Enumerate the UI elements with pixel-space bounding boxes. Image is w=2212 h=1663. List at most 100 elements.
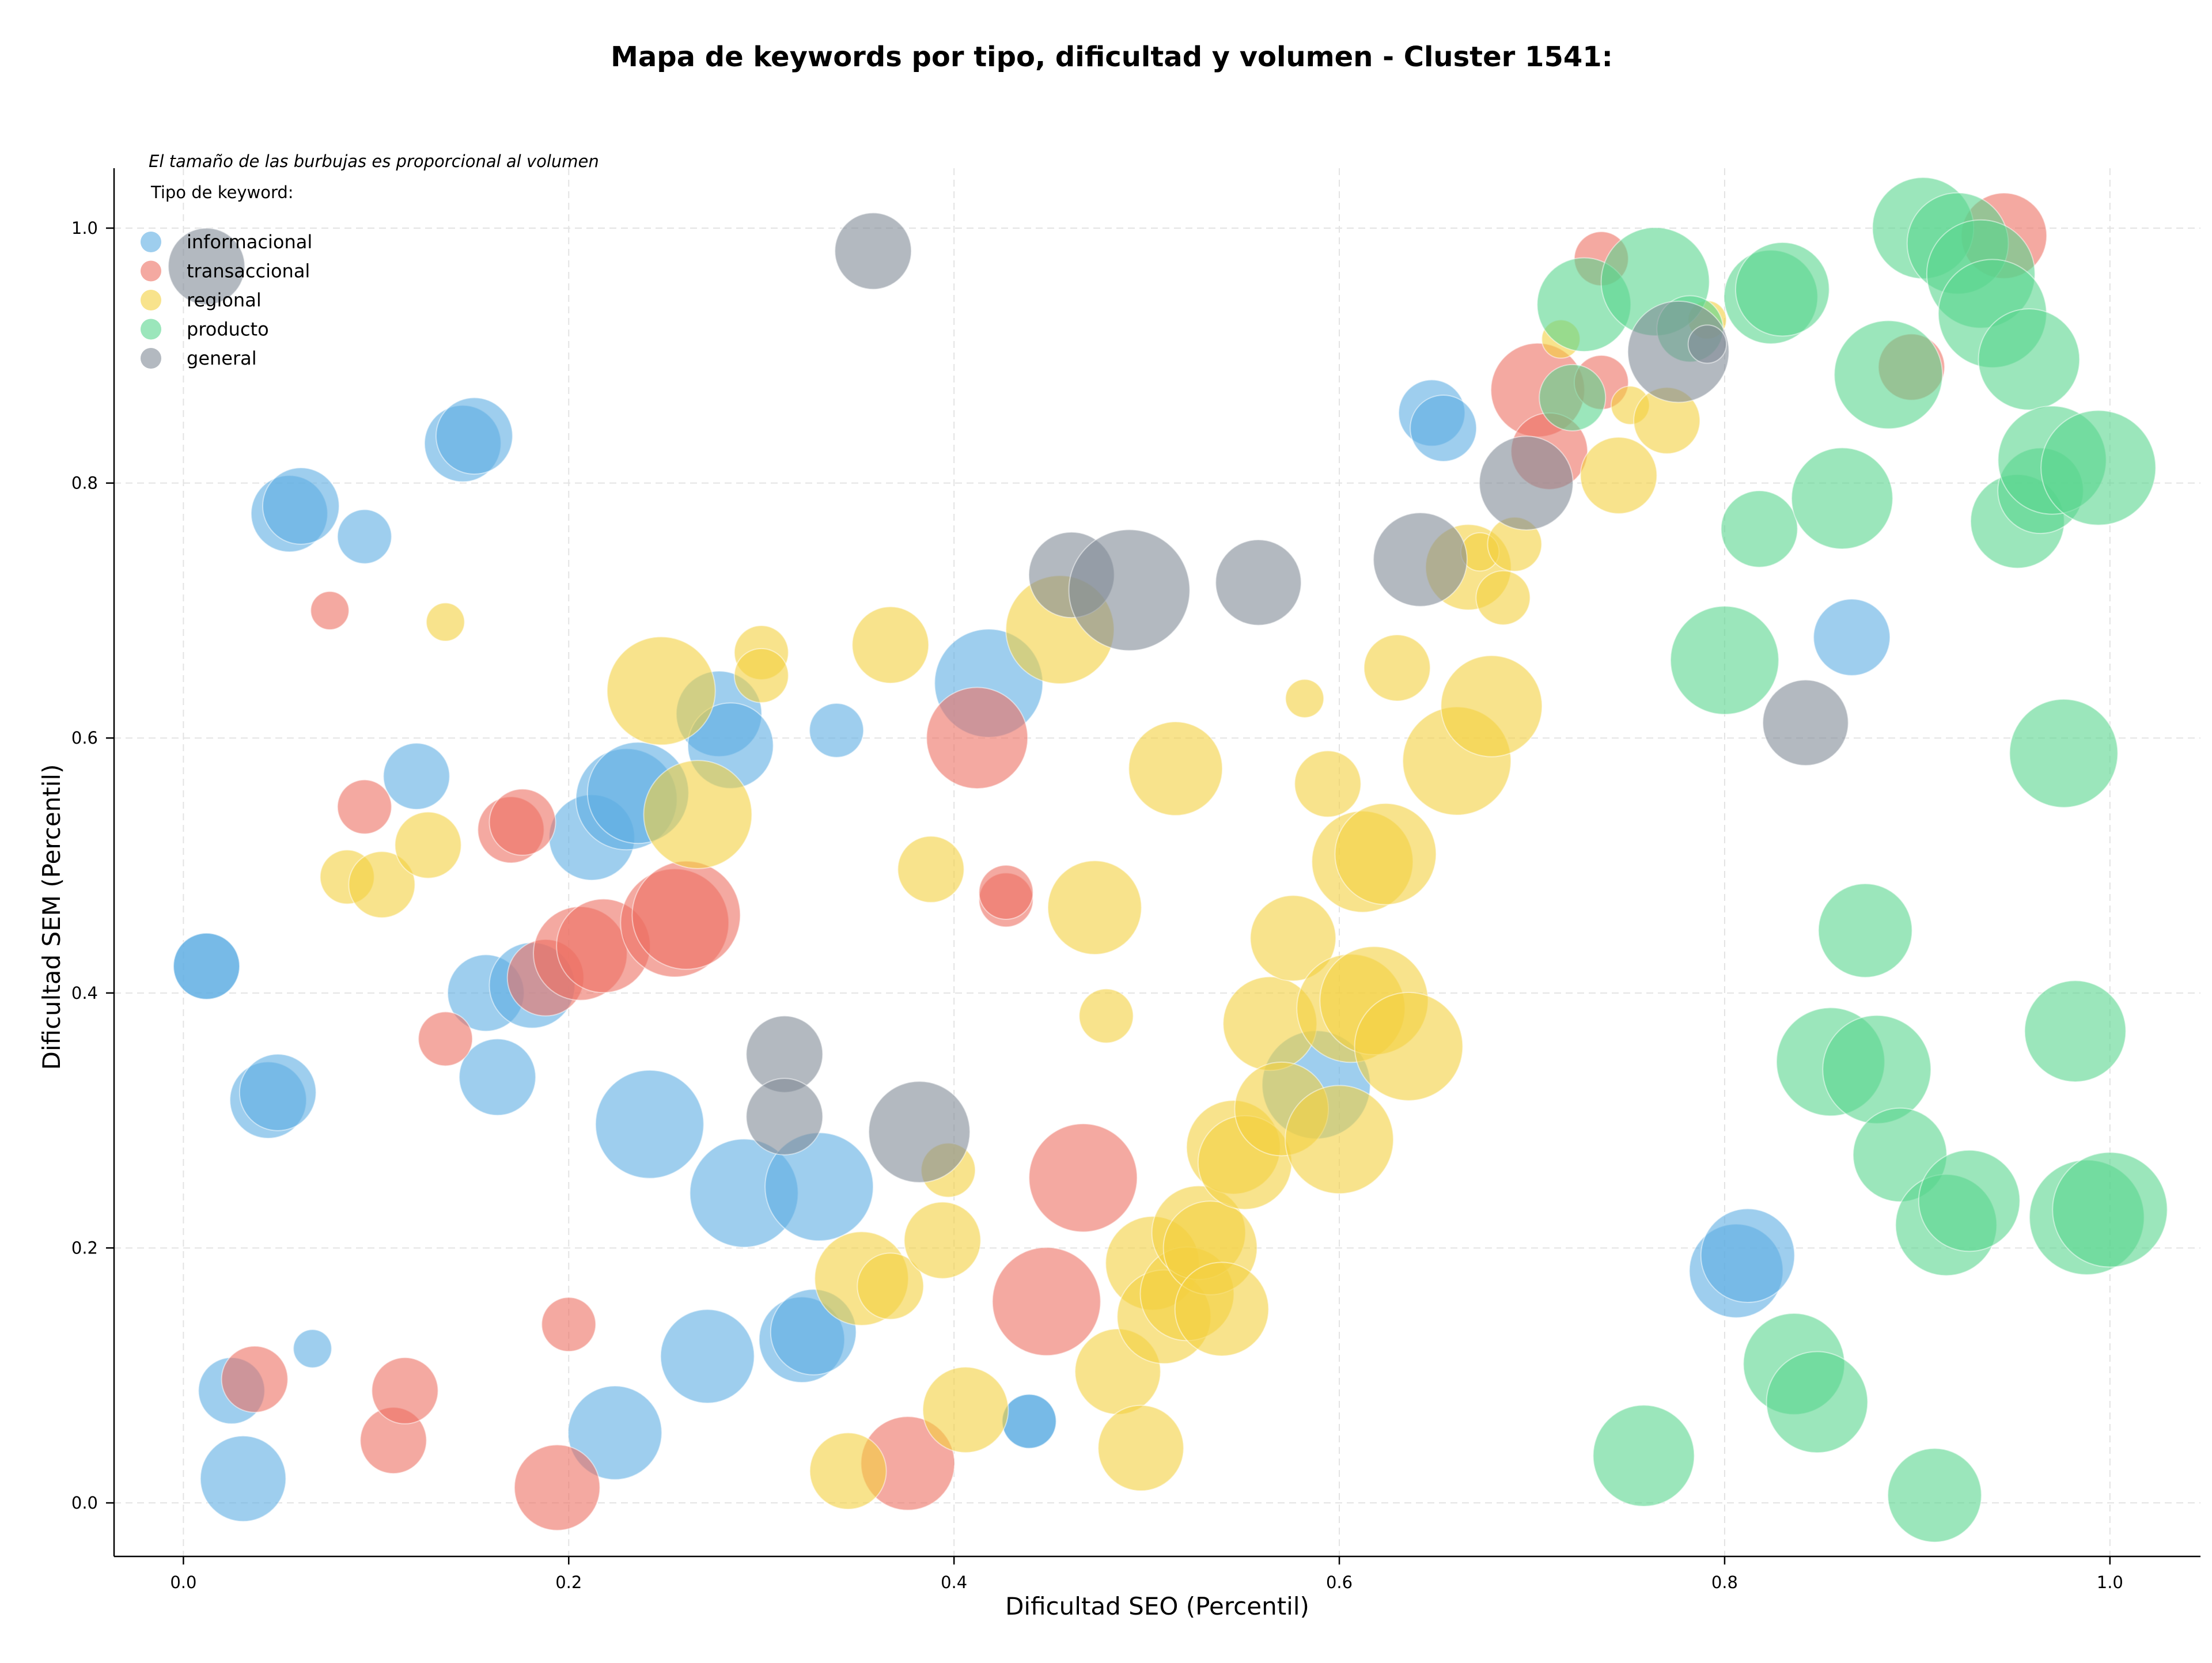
bubble-general: [1215, 539, 1302, 626]
y-tick-label: 0.4: [71, 983, 98, 1003]
y-tick-label: 0.6: [71, 728, 98, 748]
bubble-regional: [1294, 750, 1362, 818]
bubble-producto: [1766, 1351, 1869, 1454]
bubble-transaccional: [488, 788, 556, 856]
bubble-transaccional: [371, 1357, 439, 1425]
bubble-informacional: [1001, 1393, 1057, 1449]
bubble-regional: [1078, 988, 1134, 1044]
bubble-producto: [1592, 1404, 1695, 1507]
bubble-regional: [1249, 895, 1337, 982]
legend-label-producto: producto: [187, 319, 269, 340]
bubble-informacional: [660, 1309, 755, 1404]
bubble-informacional: [1813, 598, 1891, 676]
bubble-transaccional: [541, 1297, 597, 1353]
bubble-informacional: [238, 1054, 317, 1131]
bubble-informacional: [336, 509, 392, 565]
bubble-informacional: [435, 397, 513, 475]
bubble-transaccional: [1028, 1123, 1138, 1233]
bubble-producto: [1822, 1014, 1932, 1124]
bubble-informacional: [594, 1069, 704, 1179]
size-annotation: El tamaño de las burbujas es proporciona…: [149, 151, 599, 171]
y-tick-label: 0.2: [71, 1238, 98, 1257]
bubble-informacional: [459, 1038, 536, 1116]
y-tick-label: 1.0: [71, 218, 98, 238]
bubble-informacional: [262, 467, 340, 545]
bubble-general: [168, 228, 245, 305]
bubble-general: [834, 212, 912, 290]
bubble-informacional: [173, 932, 241, 1000]
bubble-producto: [1791, 447, 1893, 550]
bubble-general: [1373, 512, 1468, 607]
bubble-regional: [1475, 570, 1531, 626]
bubble-producto: [1887, 1448, 1982, 1543]
bubble-regional: [903, 1201, 982, 1279]
bubble-producto: [2024, 980, 2127, 1083]
bubble-regional: [809, 1432, 887, 1510]
bubble-producto: [2009, 698, 2119, 808]
y-tick-label: 0.0: [71, 1493, 98, 1513]
bubble-informacional: [1410, 394, 1478, 462]
bubble-general: [1479, 435, 1574, 531]
legend-marker-regional: [141, 290, 161, 310]
bubble-transaccional: [926, 687, 1029, 790]
bubble-transaccional: [631, 860, 741, 970]
bubble-informacional: [809, 702, 865, 758]
bubble-transaccional: [991, 1247, 1101, 1357]
x-axis-label: Dificultad SEO (Percentil): [1005, 1592, 1309, 1620]
x-tick-label: 1.0: [2097, 1573, 2123, 1592]
bubble-producto: [1817, 883, 1913, 978]
y-axis-label: Dificultad SEM (Percentil): [37, 764, 66, 1070]
bubble-producto: [1918, 1149, 2021, 1252]
bubble-regional: [348, 851, 416, 919]
chart-title: Mapa de keywords por tipo, dificultad y …: [611, 41, 1613, 73]
bubble-regional: [1285, 1085, 1394, 1195]
bubble-informacional: [567, 1385, 662, 1480]
legend-label-transaccional: transaccional: [187, 260, 310, 282]
bubble-producto: [1978, 308, 2081, 411]
bubble-producto: [1720, 490, 1798, 568]
bubble-transaccional: [978, 865, 1034, 920]
bubble-informacional: [1700, 1208, 1796, 1304]
bubble-general: [1068, 529, 1191, 651]
bubble-transaccional: [418, 1011, 474, 1067]
x-tick-label: 0.8: [1711, 1573, 1738, 1592]
bubble-producto: [1834, 320, 1944, 430]
bubble-regional: [1285, 679, 1325, 718]
bubble-regional: [1334, 802, 1437, 906]
bubble-regional: [1047, 860, 1142, 955]
bubble-regional: [1580, 436, 1658, 514]
bubble-regional: [851, 606, 930, 684]
bubble-regional: [857, 1252, 925, 1320]
bubble-general: [868, 1081, 971, 1183]
bubble-regional: [606, 636, 716, 746]
legend-marker-general: [141, 348, 161, 369]
x-tick-label: 0.2: [555, 1573, 582, 1592]
bubble-general: [1762, 679, 1849, 766]
bubble-informacional: [293, 1329, 332, 1369]
bubbles: [168, 177, 2168, 1543]
bubble-producto: [1539, 363, 1607, 431]
legend-marker-producto: [141, 319, 161, 340]
bubble-regional: [1174, 1262, 1270, 1357]
bubble-regional: [733, 647, 789, 703]
axes: 0.0 0.2 0.4 0.6 0.8 1.0 0.0 0.2 0.4 0.6 0.8 1.0: [71, 168, 2200, 1592]
x-tick-label: 0.0: [170, 1573, 196, 1592]
bubble-informacional: [382, 743, 450, 810]
bubble-informacional: [199, 1435, 287, 1522]
bubble-regional: [1440, 655, 1543, 757]
legend-marker-transaccional: [141, 260, 161, 282]
bubble-regional: [1128, 721, 1224, 816]
bubble-transaccional: [310, 590, 350, 631]
bubble-producto: [2040, 410, 2157, 526]
bubble-producto: [1670, 605, 1779, 715]
bubble-regional: [643, 760, 753, 869]
bubble-regional: [922, 1366, 1009, 1453]
bubble-regional: [1354, 991, 1464, 1101]
bubble-regional: [897, 835, 965, 903]
legend-label-regional: regional: [187, 289, 262, 311]
legend-marker-informacional: [141, 232, 161, 252]
legend-label-general: general: [187, 347, 257, 369]
x-tick-label: 0.6: [1326, 1573, 1353, 1592]
